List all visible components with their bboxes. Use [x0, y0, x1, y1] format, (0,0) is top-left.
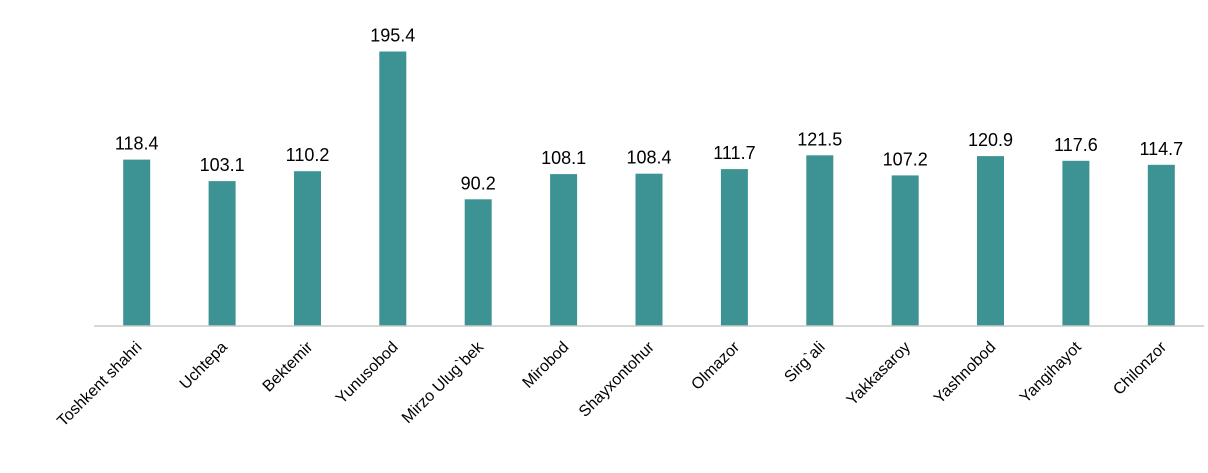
- data-label: 103.1: [200, 155, 245, 175]
- data-label: 121.5: [797, 129, 842, 149]
- data-label: 111.7: [713, 143, 755, 163]
- x-tick-label: Olmazor: [688, 338, 743, 393]
- data-label: 120.9: [968, 130, 1013, 150]
- x-tick-labels-layer: Toshkent shahri Uchtepa Bektemir YunusobodM…: [54, 338, 1170, 430]
- bar: [720, 169, 748, 326]
- bar: [806, 155, 834, 326]
- bars-layer: [123, 51, 1175, 326]
- x-tick-label: Shayxontohur: [576, 338, 658, 420]
- data-label: 108.1: [541, 148, 586, 168]
- x-tick-label: Toshkent shahri: [54, 339, 145, 430]
- data-label: 108.4: [626, 148, 671, 168]
- bar: [1147, 164, 1175, 326]
- x-tick-label: Chilonzor: [1110, 338, 1170, 398]
- x-tick-label: Bektemir: [260, 338, 317, 395]
- x-tick-label: Yakkasaroy: [844, 339, 914, 409]
- x-tick-label: Yangihayot: [1017, 338, 1085, 406]
- bar: [977, 156, 1004, 326]
- x-tick-label: Yunusobod: [333, 339, 402, 408]
- bar: [294, 171, 321, 326]
- data-label: 117.6: [1054, 135, 1098, 155]
- x-tick-label: Mirzo Ulug`bek: [399, 338, 488, 427]
- x-tick-label: Sirg`ali: [781, 339, 828, 386]
- bar: [891, 175, 919, 326]
- x-tick-label: Yashnobod: [931, 339, 999, 407]
- data-label: 195.4: [370, 26, 415, 46]
- bar: [379, 51, 407, 326]
- bar: [550, 174, 578, 326]
- bar: [1062, 160, 1090, 326]
- bar: [464, 199, 492, 326]
- bar: [123, 159, 151, 326]
- data-labels-layer: 118.4 103.1 110.2 195.4 90.2 108.1 108.4 111.7 1…: [115, 26, 1183, 194]
- x-tick-label: Uchtepa: [177, 339, 231, 393]
- bar: [208, 181, 236, 326]
- x-tick-label: Mirobod: [520, 339, 573, 392]
- data-label: 110.2: [286, 145, 330, 165]
- data-label: 107.2: [883, 149, 928, 169]
- bar: [635, 173, 663, 326]
- data-label: 114.7: [1139, 139, 1183, 159]
- data-label: 118.4: [115, 134, 159, 154]
- data-label: 90.2: [461, 173, 496, 193]
